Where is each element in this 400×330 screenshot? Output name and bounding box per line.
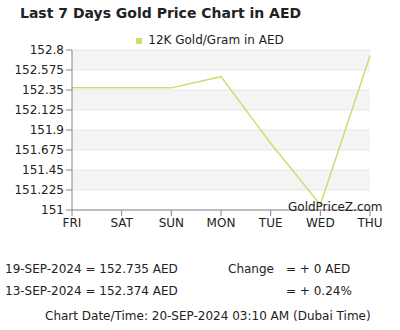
- html-text:= + 0 AED: = + 0 AED: [286, 262, 351, 276]
- svg-text:THU: THU: [356, 216, 382, 230]
- svg-text:151.675: 151.675: [14, 143, 64, 157]
- svg-text:WED: WED: [306, 216, 335, 230]
- svg-text:152.125: 152.125: [14, 103, 64, 117]
- svg-text:151.9: 151.9: [30, 123, 64, 137]
- svg-text:SAT: SAT: [110, 216, 133, 230]
- html-text:Chart Date/Time: 20-SEP-2024 0: Chart Date/Time: 20-SEP-2024 03:10 AM (D…: [45, 309, 371, 323]
- svg-text:151.45: 151.45: [22, 163, 64, 177]
- svg-text:SUN: SUN: [159, 216, 184, 230]
- svg-text:FRI: FRI: [63, 216, 82, 230]
- svg-text:MON: MON: [207, 216, 236, 230]
- svg-text:152.35: 152.35: [22, 83, 64, 97]
- html-text:13-SEP-2024 = 152.374 AED: 13-SEP-2024 = 152.374 AED: [5, 284, 178, 298]
- svg-text:TUE: TUE: [258, 216, 283, 230]
- svg-text:151: 151: [41, 203, 64, 217]
- html-text:= + 0.24%: = + 0.24%: [286, 284, 352, 298]
- html-text:Last 7 Days Gold Price Chart i: Last 7 Days Gold Price Chart in AED: [20, 5, 302, 21]
- svg-text:151.225: 151.225: [14, 183, 64, 197]
- html-text:GoldPriceZ.com: GoldPriceZ.com: [288, 200, 383, 214]
- html-text:19-SEP-2024 = 152.735 AED: 19-SEP-2024 = 152.735 AED: [5, 262, 178, 276]
- svg-text:152.8: 152.8: [30, 43, 64, 57]
- svg-text:152.575: 152.575: [14, 63, 64, 77]
- html-text:12K Gold/Gram in AED: 12K Gold/Gram in AED: [148, 33, 284, 47]
- html-text:Change: Change: [228, 262, 274, 276]
